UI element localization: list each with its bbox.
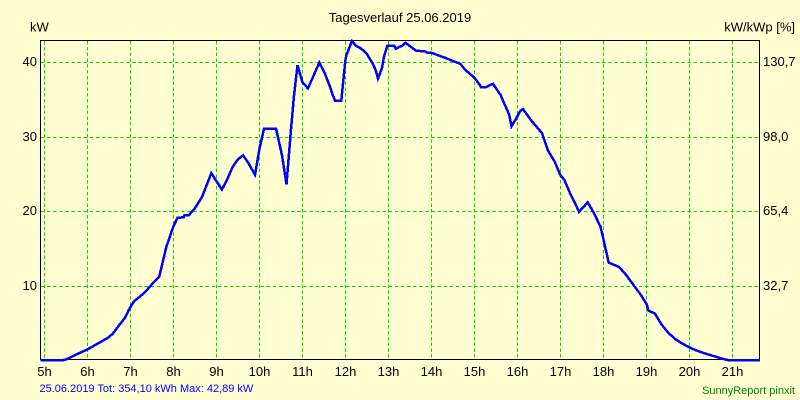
svg-text:12h: 12h: [335, 364, 357, 379]
svg-text:kW: kW: [30, 20, 50, 35]
svg-text:5h: 5h: [37, 364, 51, 379]
svg-text:10h: 10h: [249, 364, 271, 379]
svg-text:25.06.2019 Tot: 354,10 kWh Max: 25.06.2019 Tot: 354,10 kWh Max: 42,89 kW: [40, 383, 254, 395]
svg-text:98,0: 98,0: [763, 129, 788, 144]
svg-text:17h: 17h: [550, 364, 572, 379]
svg-text:30: 30: [23, 129, 37, 144]
svg-text:21h: 21h: [722, 364, 744, 379]
svg-text:10: 10: [23, 278, 37, 293]
svg-text:9h: 9h: [209, 364, 223, 379]
svg-text:15h: 15h: [464, 364, 486, 379]
svg-text:8h: 8h: [166, 364, 180, 379]
svg-text:40: 40: [23, 54, 37, 69]
svg-text:14h: 14h: [421, 364, 443, 379]
svg-text:20: 20: [23, 203, 37, 218]
svg-text:130,7: 130,7: [763, 54, 796, 69]
svg-text:20h: 20h: [679, 364, 701, 379]
svg-text:13h: 13h: [378, 364, 400, 379]
svg-text:Tagesverlauf 25.06.2019: Tagesverlauf 25.06.2019: [329, 10, 471, 25]
svg-text:7h: 7h: [123, 364, 137, 379]
svg-text:kW/kWp [%]: kW/kWp [%]: [724, 20, 795, 35]
svg-text:11h: 11h: [292, 364, 313, 379]
svg-text:19h: 19h: [636, 364, 658, 379]
svg-text:6h: 6h: [80, 364, 94, 379]
svg-text:SunnyReport pinxit: SunnyReport pinxit: [702, 385, 795, 397]
svg-text:32,7: 32,7: [763, 278, 788, 293]
svg-text:65,4: 65,4: [763, 203, 788, 218]
svg-text:18h: 18h: [593, 364, 615, 379]
svg-text:16h: 16h: [507, 364, 529, 379]
